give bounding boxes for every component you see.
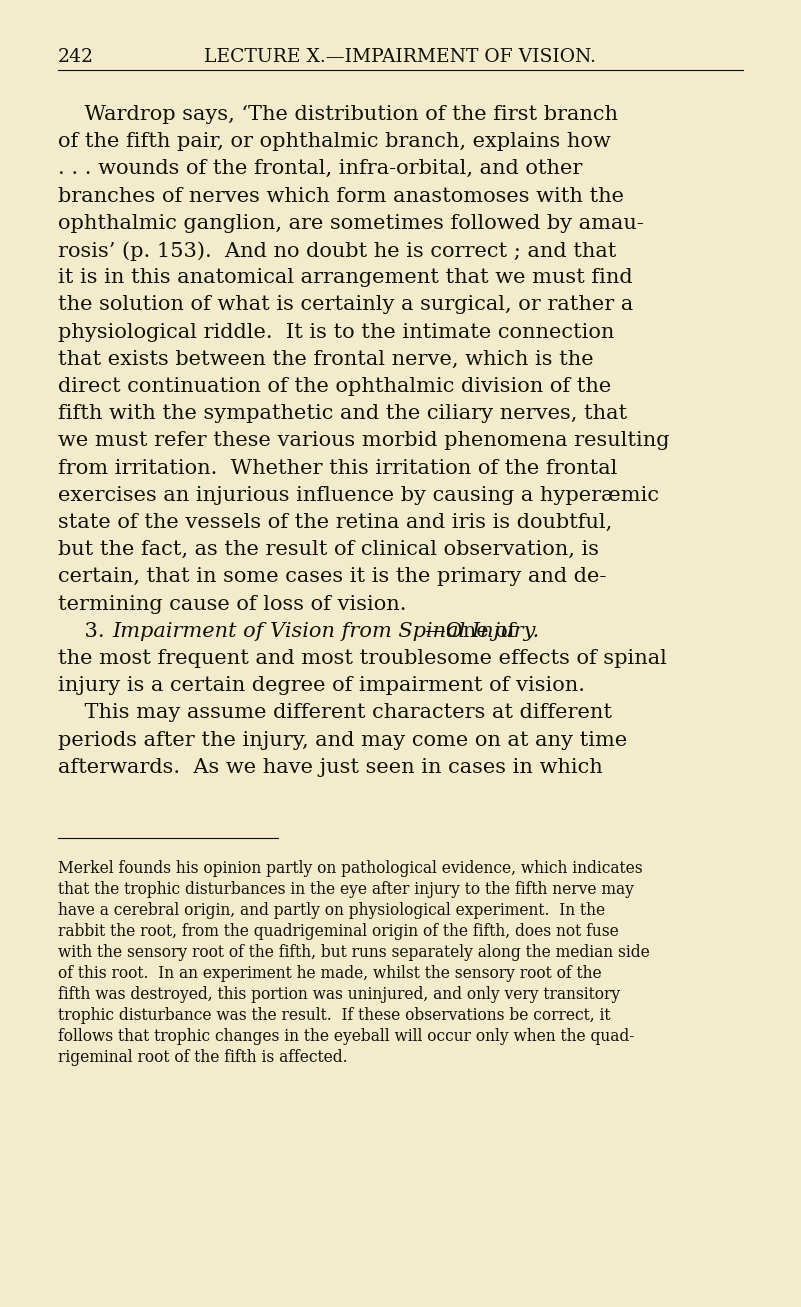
Text: . . . wounds of the frontal, infra-orbital, and other: . . . wounds of the frontal, infra-orbit… (58, 159, 582, 178)
Text: have a cerebral origin, and partly on physiological experiment.  In the: have a cerebral origin, and partly on ph… (58, 902, 605, 919)
Text: Wardrop says, ‘The distribution of the first branch: Wardrop says, ‘The distribution of the f… (58, 105, 618, 124)
Text: termining cause of loss of vision.: termining cause of loss of vision. (58, 595, 406, 613)
Text: fifth with the sympathetic and the ciliary nerves, that: fifth with the sympathetic and the cilia… (58, 404, 627, 423)
Text: the most frequent and most troublesome effects of spinal: the most frequent and most troublesome e… (58, 650, 667, 668)
Text: that exists between the frontal nerve, which is the: that exists between the frontal nerve, w… (58, 350, 594, 369)
Text: that the trophic disturbances in the eye after injury to the fifth nerve may: that the trophic disturbances in the eye… (58, 881, 634, 898)
Text: state of the vessels of the retina and iris is doubtful,: state of the vessels of the retina and i… (58, 514, 612, 532)
Text: rabbit the root, from the quadrigeminal origin of the fifth, does not fuse: rabbit the root, from the quadrigeminal … (58, 923, 618, 940)
Text: certain, that in some cases it is the primary and de-: certain, that in some cases it is the pr… (58, 567, 606, 587)
Text: of this root.  In an experiment he made, whilst the sensory root of the: of this root. In an experiment he made, … (58, 965, 602, 982)
Text: it is in this anatomical arrangement that we must find: it is in this anatomical arrangement tha… (58, 268, 633, 288)
Text: Impairment of Vision from Spinal Injury.: Impairment of Vision from Spinal Injury. (113, 622, 540, 640)
Text: fifth was destroyed, this portion was uninjured, and only very transitory: fifth was destroyed, this portion was un… (58, 985, 620, 1002)
Text: of the fifth pair, or ophthalmic branch, explains how: of the fifth pair, or ophthalmic branch,… (58, 132, 610, 152)
Text: periods after the injury, and may come on at any time: periods after the injury, and may come o… (58, 731, 627, 750)
Text: follows that trophic changes in the eyeball will occur only when the quad-: follows that trophic changes in the eyeb… (58, 1029, 634, 1046)
Text: 242: 242 (58, 48, 94, 65)
Text: the solution of what is certainly a surgical, or rather a: the solution of what is certainly a surg… (58, 295, 634, 315)
Text: direct continuation of the ophthalmic division of the: direct continuation of the ophthalmic di… (58, 376, 611, 396)
Text: branches of nerves which form anastomoses with the: branches of nerves which form anastomose… (58, 187, 624, 205)
Text: with the sensory root of the fifth, but runs separately along the median side: with the sensory root of the fifth, but … (58, 944, 650, 961)
Text: This may assume different characters at different: This may assume different characters at … (58, 703, 612, 723)
Text: rosis’ (p. 153).  And no doubt he is correct ; and that: rosis’ (p. 153). And no doubt he is corr… (58, 240, 617, 260)
Text: we must refer these various morbid phenomena resulting: we must refer these various morbid pheno… (58, 431, 670, 451)
Text: rigeminal root of the fifth is affected.: rigeminal root of the fifth is affected. (58, 1050, 348, 1067)
Text: from irritation.  Whether this irritation of the frontal: from irritation. Whether this irritation… (58, 459, 618, 477)
Text: LECTURE X.—IMPAIRMENT OF VISION.: LECTURE X.—IMPAIRMENT OF VISION. (204, 48, 597, 65)
Text: exercises an injurious influence by causing a hyperæmic: exercises an injurious influence by caus… (58, 486, 659, 505)
Text: injury is a certain degree of impairment of vision.: injury is a certain degree of impairment… (58, 676, 585, 695)
Text: but the fact, as the result of clinical observation, is: but the fact, as the result of clinical … (58, 540, 599, 559)
Text: ophthalmic ganglion, are sometimes followed by amau-: ophthalmic ganglion, are sometimes follo… (58, 214, 644, 233)
Text: —One of: —One of (425, 622, 515, 640)
Text: trophic disturbance was the result.  If these observations be correct, it: trophic disturbance was the result. If t… (58, 1006, 610, 1023)
Text: 3.: 3. (58, 622, 111, 640)
Text: physiological riddle.  It is to the intimate connection: physiological riddle. It is to the intim… (58, 323, 614, 341)
Text: Merkel founds his opinion partly on pathological evidence, which indicates: Merkel founds his opinion partly on path… (58, 860, 642, 877)
Text: afterwards.  As we have just seen in cases in which: afterwards. As we have just seen in case… (58, 758, 602, 776)
